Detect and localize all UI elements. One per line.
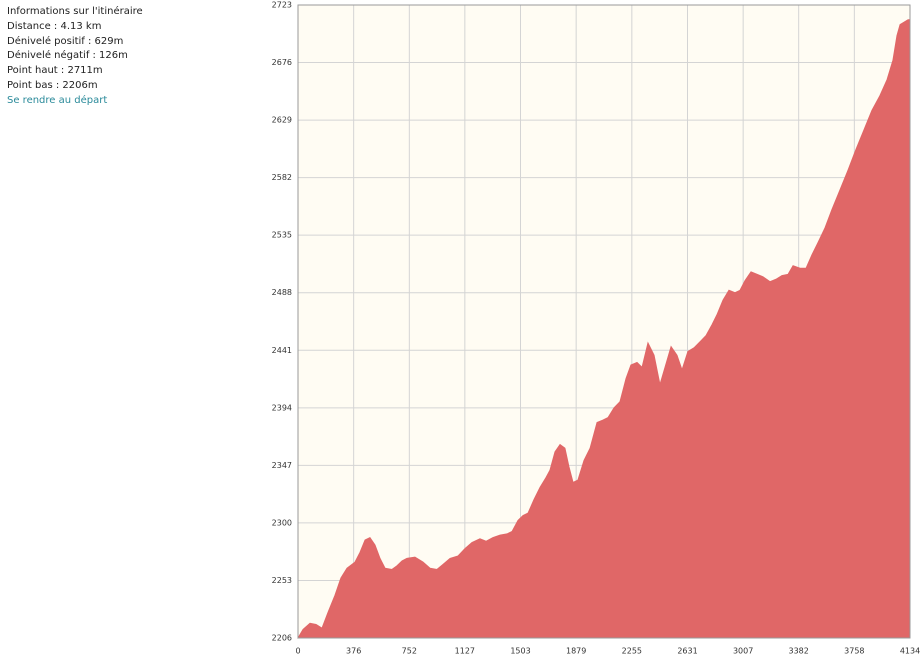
info-line: Distance : 4.13 km [7, 20, 102, 32]
x-tick-label: 376 [346, 647, 361, 656]
x-tick-label: 3382 [788, 647, 808, 656]
x-tick-label: 1503 [510, 647, 530, 656]
x-tick-label: 4134 [900, 647, 920, 656]
info-line: Point bas : 2206m [7, 79, 98, 91]
y-tick-label: 2676 [272, 58, 292, 67]
x-tick-label: 2255 [622, 647, 642, 656]
y-tick-label: 2206 [272, 634, 292, 643]
y-tick-label: 2582 [272, 173, 292, 182]
x-tick-label: 2631 [677, 647, 697, 656]
x-tick-label: 752 [402, 647, 417, 656]
y-tick-label: 2723 [272, 1, 292, 10]
plot-frame [297, 4, 911, 639]
elevation-area [297, 19, 911, 639]
y-tick-label: 2347 [272, 461, 292, 470]
info-line: Dénivelé positif : 629m [7, 35, 124, 47]
info-line: Dénivelé négatif : 126m [7, 50, 128, 62]
y-tick-label: 2535 [272, 231, 292, 240]
x-tick-label: 0 [295, 647, 300, 656]
info-title: Informations sur l'itinéraire [7, 6, 143, 17]
y-tick-label: 2394 [272, 403, 292, 412]
y-tick-label: 2488 [272, 288, 292, 297]
y-tick-label: 2441 [272, 346, 292, 355]
route-info: Informations sur l'itinéraire Distance :… [7, 5, 143, 109]
y-tick-label: 2629 [272, 116, 292, 125]
x-tick-label: 3007 [733, 647, 753, 656]
start-link[interactable]: Se rendre au départ [7, 94, 108, 106]
y-tick-label: 2253 [272, 576, 292, 585]
info-line: Point haut : 2711m [7, 65, 103, 77]
x-tick-label: 1879 [566, 647, 586, 656]
y-tick-label: 2300 [272, 518, 292, 527]
x-tick-label: 1127 [455, 647, 475, 656]
x-tick-label: 3758 [844, 647, 864, 656]
